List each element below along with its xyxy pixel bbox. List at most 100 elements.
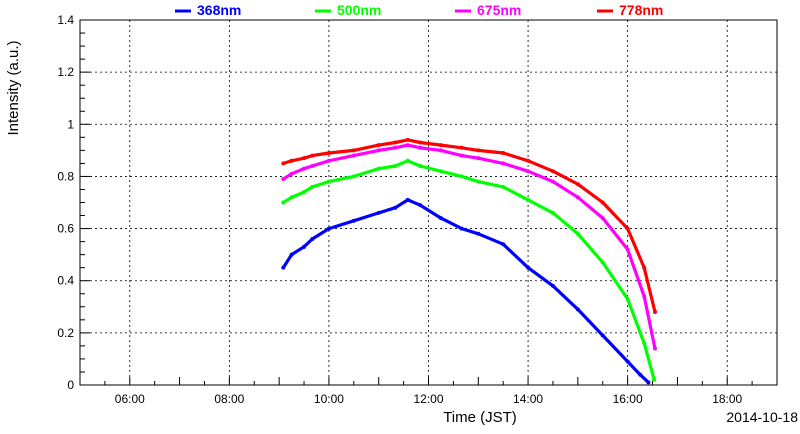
data-point [550, 283, 555, 288]
data-point [281, 177, 286, 182]
data-point [526, 158, 531, 163]
x-axis-title: Time (JST) [443, 409, 517, 426]
data-point [459, 174, 464, 179]
data-point [438, 143, 443, 148]
x-tick-label: 18:00 [712, 392, 742, 406]
y-tick-label: 1.2 [57, 65, 74, 79]
data-point [405, 158, 410, 163]
data-point [642, 265, 647, 270]
data-point [625, 359, 630, 364]
data-point [289, 252, 294, 257]
data-point [575, 195, 580, 200]
data-point [600, 333, 605, 338]
data-point [289, 171, 294, 176]
x-tick-label: 08:00 [214, 392, 244, 406]
y-tick-label: 0.6 [57, 222, 74, 236]
data-point [476, 148, 481, 153]
data-point [438, 148, 443, 153]
series-layer [281, 137, 658, 385]
y-tick-label: 0.8 [57, 169, 74, 183]
legend-label: 778nm [619, 2, 663, 18]
data-point [326, 226, 331, 231]
data-point [646, 380, 651, 385]
data-point [351, 174, 356, 179]
x-tick-label: 10:00 [314, 392, 344, 406]
data-point [476, 231, 481, 236]
x-tick-label: 12:00 [413, 392, 443, 406]
data-point [351, 218, 356, 223]
series-675nm [281, 143, 658, 351]
data-point [351, 153, 356, 158]
data-point [418, 145, 423, 150]
series-500nm [281, 158, 657, 382]
data-point [575, 307, 580, 312]
data-point [310, 237, 315, 241]
legend-entry: 500nm [315, 2, 381, 18]
y-tick-label: 1.4 [57, 13, 74, 27]
x-tick-label: 14:00 [513, 392, 543, 406]
data-point [550, 169, 555, 174]
data-point [405, 143, 410, 148]
legend: 368nm 500nm 675nm 778nm [175, 2, 663, 18]
data-point [393, 140, 398, 145]
data-point [642, 294, 647, 299]
data-point [526, 197, 531, 202]
data-point [376, 210, 381, 215]
data-point [289, 158, 294, 163]
data-point [310, 184, 315, 189]
data-point [376, 148, 381, 153]
series-line [282, 143, 657, 349]
legend-entry: 675nm [455, 2, 521, 18]
series-line [281, 198, 650, 384]
data-point [459, 153, 464, 158]
data-point [393, 164, 398, 168]
data-point [501, 242, 506, 247]
data-point [459, 145, 464, 150]
data-point [476, 179, 481, 184]
data-point [376, 166, 381, 171]
data-point [405, 137, 410, 142]
data-point [326, 158, 331, 163]
legend-entry: 778nm [597, 2, 663, 18]
data-point [501, 184, 506, 189]
legend-label: 368nm [197, 2, 241, 18]
data-point [526, 169, 531, 174]
data-point [310, 153, 315, 158]
data-point [625, 296, 630, 301]
x-tick-label: 06:00 [115, 392, 145, 406]
data-point [281, 265, 286, 270]
data-point [326, 150, 331, 155]
legend-entry: 368nm [175, 2, 241, 18]
data-point [418, 164, 423, 168]
y-tick-label: 1 [67, 117, 74, 131]
data-point [526, 265, 531, 270]
data-point [501, 150, 506, 155]
data-point [575, 182, 580, 187]
data-point [376, 143, 381, 148]
data-point [281, 161, 286, 166]
data-point [652, 377, 657, 382]
data-point [642, 341, 647, 346]
series-778nm [281, 137, 658, 314]
data-point [653, 310, 658, 314]
data-point [405, 197, 410, 202]
series-line [282, 159, 656, 381]
grid [80, 20, 777, 385]
data-point [302, 156, 307, 161]
data-point [638, 372, 643, 377]
data-point [393, 205, 398, 210]
legend-label: 675nm [477, 2, 521, 18]
y-tick-label: 0 [67, 378, 74, 392]
date-label: 2014-10-18 [726, 409, 798, 425]
data-point [438, 169, 443, 174]
axes: 06:00 08:00 10:00 12:00 14:00 16:00 18:00 0 0.2 0… [57, 13, 778, 406]
data-point [418, 203, 423, 208]
data-point [476, 156, 481, 161]
data-point [600, 216, 605, 221]
data-point [302, 166, 307, 171]
data-point [418, 140, 423, 145]
data-point [501, 161, 506, 166]
y-tick-label: 0.4 [57, 274, 74, 288]
y-axis-title: Intensity (a.u.) [5, 40, 22, 135]
